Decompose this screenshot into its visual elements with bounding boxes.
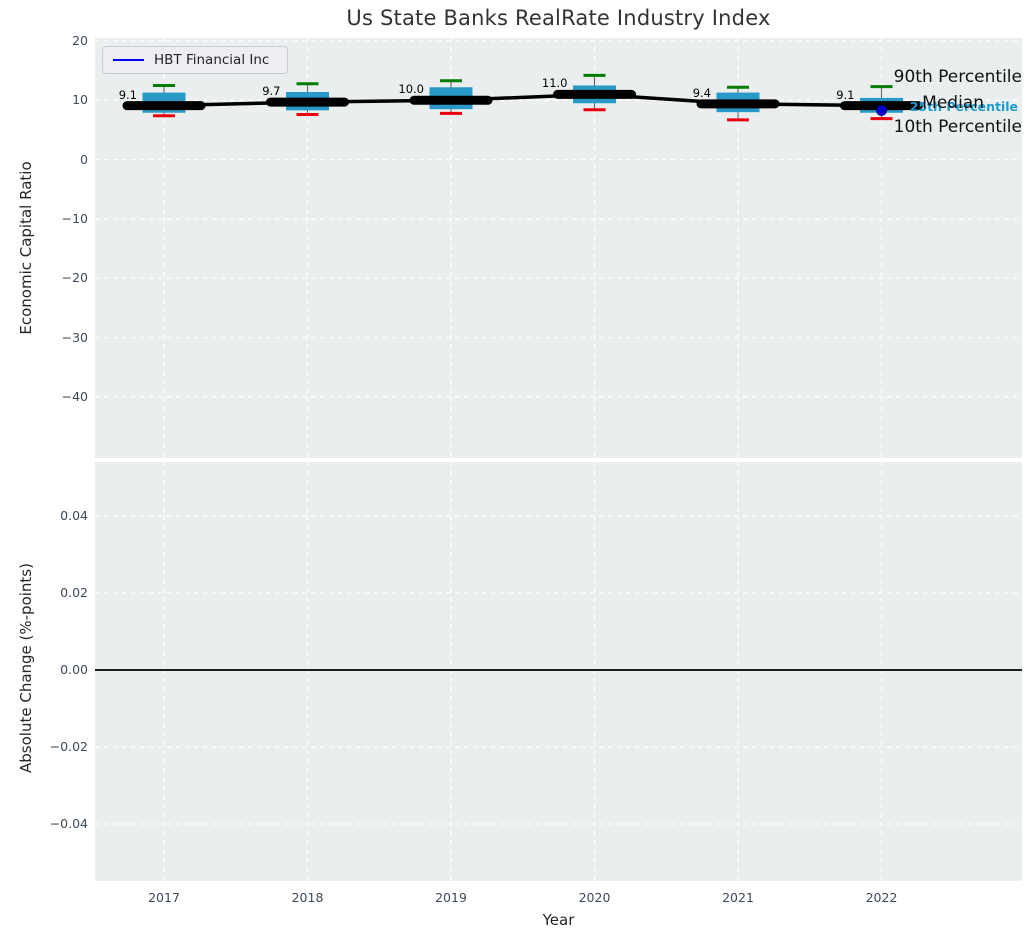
y-tick-label-bottom: −0.04 (49, 816, 88, 831)
x-tick-label: 2018 (291, 890, 324, 905)
y-tick-label-top: 20 (72, 33, 88, 48)
y-tick-label-top: −30 (61, 329, 88, 345)
x-tick-label: 2021 (722, 890, 754, 905)
x-tick-label: 2022 (865, 890, 898, 905)
y-tick-label-bottom: −0.02 (49, 739, 88, 754)
annotation-10th-percentile: 10th Percentile (893, 117, 1022, 137)
legend-label: HBT Financial Inc (154, 52, 270, 68)
legend-line-sample (113, 59, 144, 61)
median-value-label: 9.1 (118, 87, 137, 102)
median-value-label: 9.4 (692, 85, 711, 100)
annotation-90th-percentile: 90th Percentile (893, 67, 1022, 87)
median-value-label: 10.0 (398, 82, 424, 97)
annotation-median: Median (922, 93, 984, 113)
legend-box: HBT Financial Inc (102, 46, 288, 74)
bottom-axes-panel (95, 462, 1022, 881)
y-tick-label-top: −10 (61, 210, 88, 226)
y-tick-label-top: −20 (61, 270, 88, 286)
y-tick-label-top: 0 (80, 151, 88, 167)
y-tick-label-top: 10 (72, 92, 88, 108)
bottom-y-axis-label: Absolute Change (%-points) (17, 563, 35, 773)
chart-title: Us State Banks RealRate Industry Index (346, 6, 771, 30)
x-tick-label: 2019 (435, 890, 467, 905)
median-value-label: 9.1 (836, 87, 855, 102)
median-value-label: 9.7 (262, 84, 281, 99)
median-value-label: 11.0 (541, 76, 568, 91)
y-tick-label-top: −40 (61, 388, 88, 404)
y-tick-label-bottom: 0.02 (60, 585, 88, 600)
x-tick-label: 2017 (148, 890, 180, 905)
y-tick-label-bottom: 0.00 (60, 662, 88, 677)
annotation-25th-percentile: 25th Percentile (909, 99, 1018, 114)
y-tick-label-bottom: 0.04 (60, 508, 88, 523)
x-axis-label: Year (542, 911, 575, 929)
top-y-axis-label: Economic Capital Ratio (17, 161, 35, 335)
x-tick-label: 2020 (578, 890, 611, 905)
